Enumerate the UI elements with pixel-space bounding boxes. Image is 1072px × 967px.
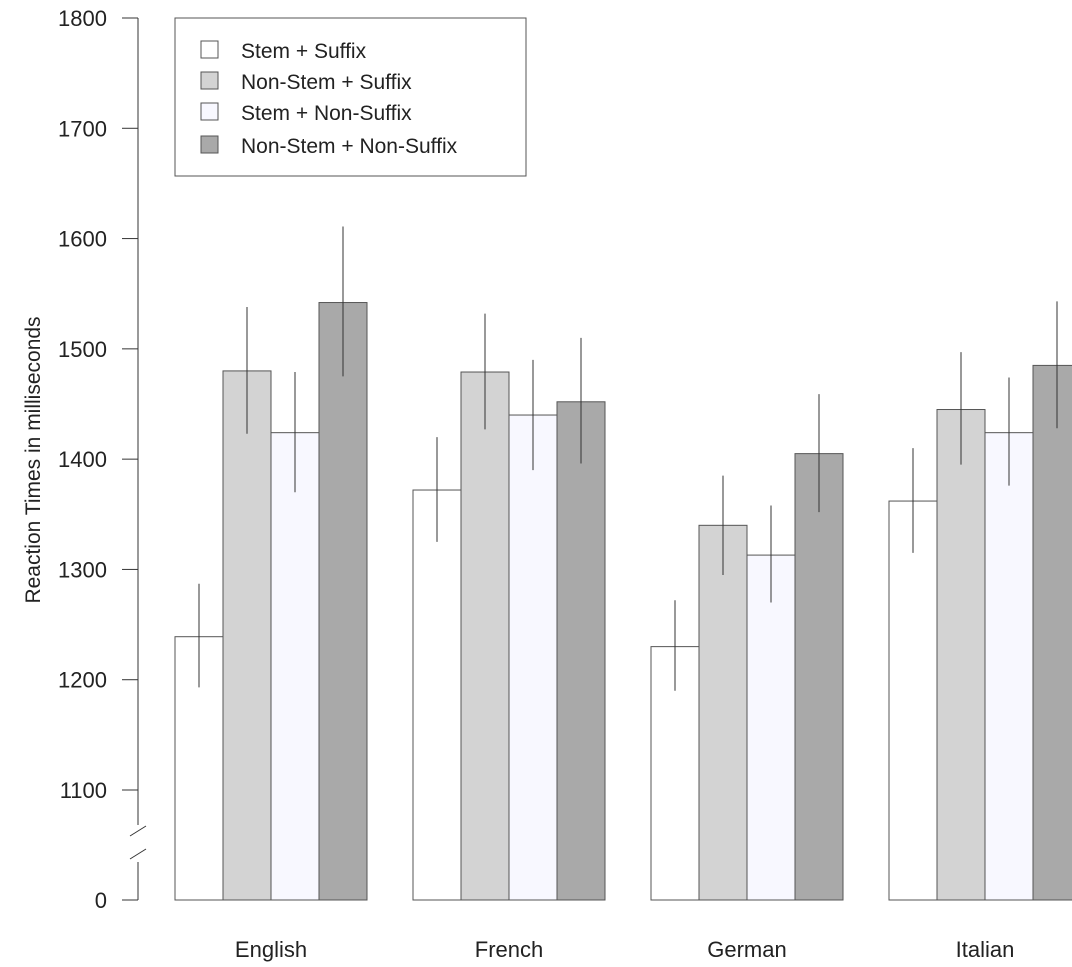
error-bars-layer — [198, 226, 1058, 691]
legend-label: Stem + Suffix — [241, 40, 367, 63]
y-tick-label: 1300 — [58, 557, 107, 582]
y-tick-label: 1200 — [58, 668, 107, 693]
bar — [270, 432, 320, 901]
x-category-label: German — [707, 937, 786, 962]
x-category-label: English — [235, 937, 307, 962]
bar — [794, 453, 844, 901]
y-tick-label: 1700 — [58, 116, 107, 141]
y-axis-title: Reaction Times in milliseconds — [22, 316, 45, 603]
bar — [460, 371, 510, 901]
legend-swatch — [200, 102, 219, 121]
y-tick-label: 1800 — [58, 6, 107, 31]
legend-label: Stem + Non-Suffix — [241, 102, 412, 125]
y-axis: 0 1100 1200 1300 1400 1500 1600 1700 1800 — [58, 6, 147, 913]
x-category-label: Italian — [956, 937, 1015, 962]
bar — [888, 500, 938, 901]
bar — [508, 414, 558, 901]
legend-swatch — [200, 71, 219, 90]
bar — [984, 432, 1034, 901]
bar — [556, 401, 606, 901]
bars-layer — [174, 302, 1072, 901]
bar — [936, 409, 986, 901]
axis-break-mark — [129, 825, 147, 837]
x-category-label: French — [475, 937, 543, 962]
legend-label: Non-Stem + Non-Suffix — [241, 135, 458, 158]
bar — [698, 524, 748, 901]
legend-label: Non-Stem + Suffix — [241, 71, 412, 94]
y-tick-label: 0 — [95, 888, 107, 913]
y-tick-label: 1400 — [58, 447, 107, 472]
bar — [1032, 364, 1072, 901]
legend: Stem + Suffix Non-Stem + Suffix Stem + Non… — [174, 17, 527, 177]
y-tick-label: 1100 — [60, 778, 107, 803]
legend-swatch — [200, 40, 219, 59]
legend-box — [174, 17, 527, 177]
y-tick-label: 1600 — [58, 227, 107, 252]
x-axis-labels: English French German Italian — [235, 937, 1014, 962]
bar — [412, 489, 462, 901]
bar — [222, 370, 272, 901]
bar — [318, 302, 368, 901]
bar — [746, 554, 796, 901]
y-tick-label: 1500 — [58, 337, 107, 362]
legend-swatch — [200, 135, 219, 154]
axis-break-mark — [129, 848, 147, 860]
